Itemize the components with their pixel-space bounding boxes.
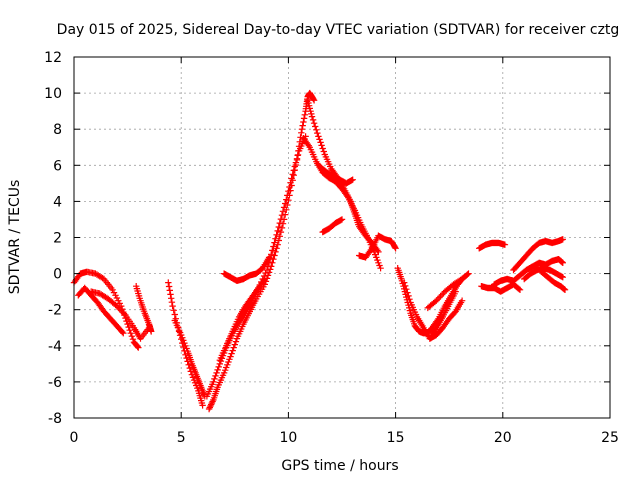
series-arc-r (426, 297, 466, 342)
y-tick-label: 12 (44, 50, 62, 66)
chart-title: Day 015 of 2025, Sidereal Day-to-day VTE… (57, 22, 620, 38)
data-point-marks (304, 97, 382, 256)
data-point-marks (317, 163, 356, 187)
series-arc-i (216, 275, 268, 364)
series-arc-j (220, 254, 273, 284)
series-arc-q (401, 279, 459, 342)
y-axis-label: SDTVAR / TECUs (7, 180, 23, 295)
data-point-marks (88, 288, 153, 342)
series-arc-c (88, 288, 153, 342)
data-point-marks (538, 268, 569, 293)
series-arc-o (356, 232, 399, 261)
y-tick-label: -2 (48, 303, 62, 319)
x-tick-label: 5 (177, 430, 186, 446)
series-arc-f (171, 317, 208, 400)
series-arc-d (133, 283, 155, 335)
series-arc-p (394, 265, 466, 337)
data-point-marks (476, 239, 509, 252)
y-tick-label: -8 (48, 411, 62, 427)
x-tick-label: 0 (70, 430, 79, 446)
y-tick-label: 6 (53, 158, 62, 174)
data-point-marks (510, 236, 566, 274)
series-arc-s (424, 270, 472, 312)
series-arc-b (75, 284, 127, 337)
y-tick-label: -4 (48, 339, 62, 355)
x-tick-label: 15 (387, 430, 405, 446)
data-point-marks (220, 254, 273, 284)
y-tick-label: 10 (44, 86, 62, 102)
y-tick-label: -6 (48, 375, 62, 391)
axis-ticks: 0 5 10 15 20 25 -8 -6 -4 -2 0 2 4 6 8 10 12 (44, 50, 619, 446)
data-points (70, 89, 569, 413)
series-arc-u (478, 281, 524, 295)
series-arc-w (510, 236, 566, 274)
data-point-marks (171, 317, 208, 400)
data-point-marks (426, 297, 466, 342)
x-tick-label: 25 (601, 430, 619, 446)
data-point-marks (75, 284, 127, 337)
data-point-marks (216, 275, 268, 364)
data-point-marks (319, 216, 346, 236)
data-point-marks (356, 232, 399, 261)
data-point-marks (401, 279, 459, 342)
data-point-marks (478, 281, 524, 295)
data-point-marks (424, 270, 472, 312)
series-arc-m (317, 163, 356, 187)
data-point-marks (394, 265, 466, 337)
data-point-marks (133, 283, 155, 335)
y-tick-label: 0 (53, 267, 62, 283)
series-arc-v (491, 256, 566, 288)
x-tick-label: 20 (494, 430, 512, 446)
x-axis-label: GPS time / hours (281, 458, 398, 474)
y-tick-label: 2 (53, 231, 62, 247)
gridlines (74, 57, 610, 418)
y-tick-label: 8 (53, 122, 62, 138)
x-tick-label: 10 (279, 430, 297, 446)
y-tick-label: 4 (53, 194, 62, 210)
series-arc-t (476, 239, 509, 252)
data-point-marks (491, 256, 566, 288)
series-arc-k (304, 97, 382, 256)
series-arc-n (319, 216, 346, 236)
series-arc-y (538, 268, 569, 293)
